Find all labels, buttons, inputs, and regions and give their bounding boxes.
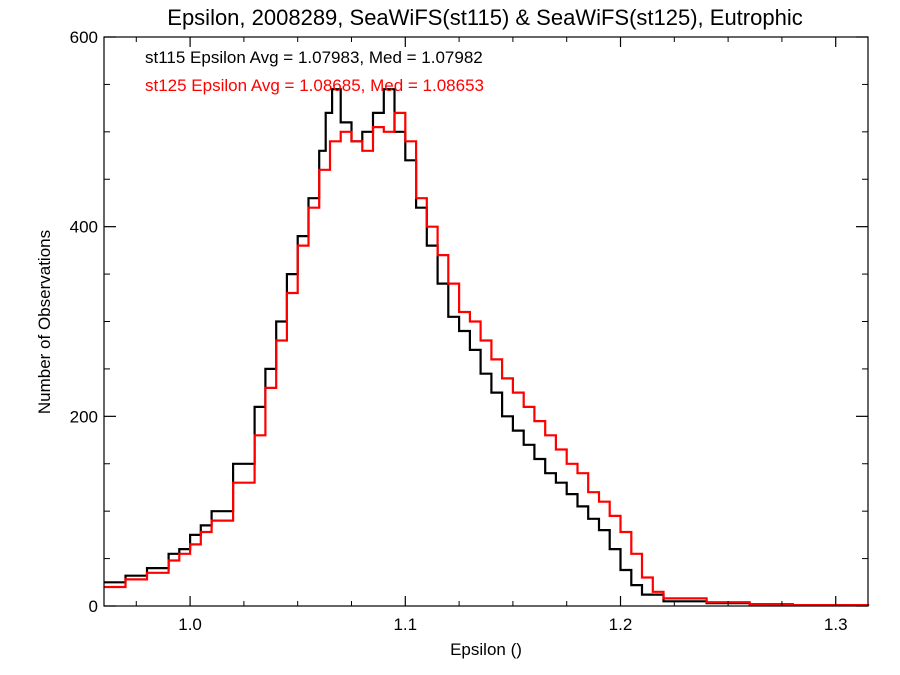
y-tick-label: 600: [70, 28, 98, 47]
series-line-1: [104, 111, 870, 607]
st125-stats-label: st125 Epsilon Avg = 1.08685, Med = 1.086…: [145, 76, 484, 95]
st115-stats-label: st115 Epsilon Avg = 1.07983, Med = 1.079…: [145, 48, 483, 67]
series-layer: [104, 88, 870, 607]
y-axis-label: Number of Observations: [35, 230, 54, 414]
x-tick-label: 1.0: [178, 615, 202, 634]
x-tick-label: 1.1: [393, 615, 417, 634]
y-tick-label: 400: [70, 218, 98, 237]
x-tick-label: 1.2: [609, 615, 633, 634]
ticks-layer: 1.0 1.1 1.2 1.3 0 200 400 600: [70, 28, 868, 634]
x-tick-label: 1.3: [824, 615, 848, 634]
x-axis-label: Epsilon (): [450, 640, 522, 659]
y-tick-label: 200: [70, 407, 98, 426]
y-tick-label: 0: [89, 597, 98, 616]
series-line-0: [104, 88, 870, 607]
chart-title: Epsilon, 2008289, SeaWiFS(st115) & SeaWi…: [167, 5, 802, 30]
